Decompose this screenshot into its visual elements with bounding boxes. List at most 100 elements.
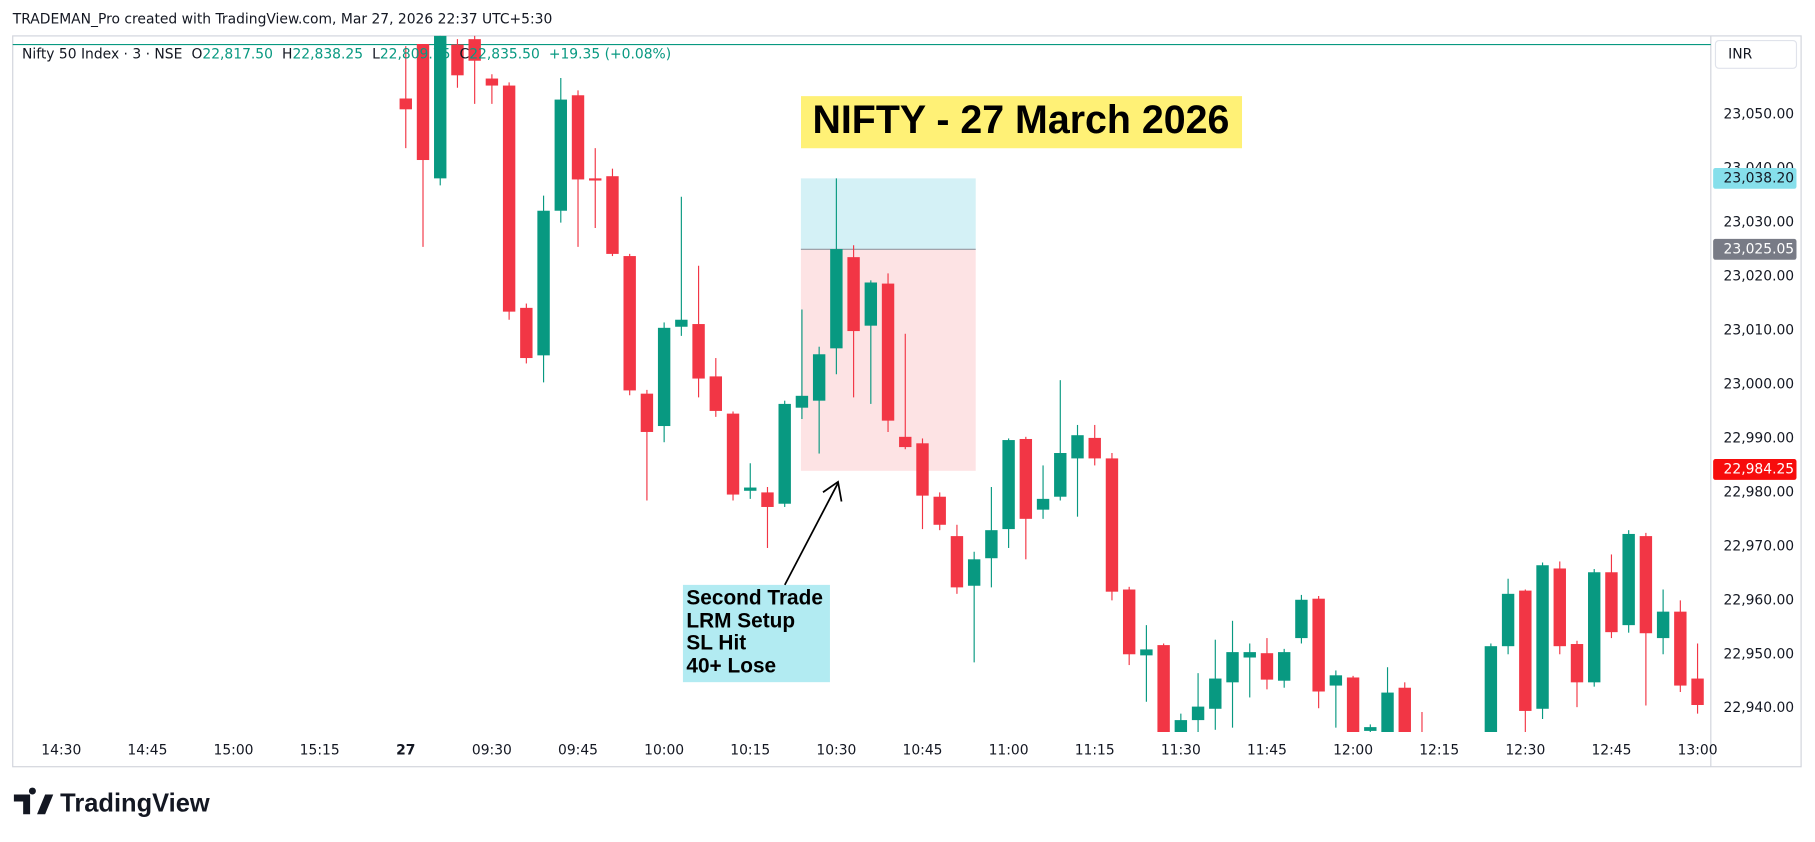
candle-body (1157, 645, 1170, 732)
x-tick-label: 12:30 (1505, 743, 1545, 759)
note-line: Second Trade (686, 586, 823, 609)
candle-body (1295, 599, 1308, 639)
candle-body (967, 559, 981, 586)
legend-label: O (191, 46, 202, 62)
candle-body (812, 354, 826, 401)
price-marker-label: 23,038.20 (1724, 170, 1795, 186)
price-marker (1713, 238, 1797, 260)
price-marker-label: 22,984.25 (1724, 461, 1795, 477)
price-marker-label: 23,025.05 (1724, 241, 1795, 257)
candle-body (1588, 572, 1601, 683)
x-tick-label: 11:15 (1075, 743, 1115, 759)
candle-body (1036, 498, 1050, 510)
price-marker (1713, 167, 1797, 189)
candle-body (1656, 611, 1670, 639)
candle-body (1191, 706, 1205, 721)
x-tick-label: 10:45 (902, 743, 942, 759)
candle-body (1484, 646, 1498, 732)
note-line: SL Hit (686, 631, 746, 654)
x-tick-label: 10:30 (816, 743, 856, 759)
candle-body (1553, 568, 1566, 647)
note-line: 40+ Lose (686, 655, 776, 678)
candle-body (434, 35, 447, 179)
candle-body (416, 44, 430, 161)
candle-body (606, 176, 619, 254)
y-tick-label: 22,940.00 (1724, 700, 1795, 716)
candle-body (399, 98, 412, 110)
candle-body (1071, 435, 1084, 459)
x-tick-label: 15:00 (214, 743, 254, 759)
candle-body (1519, 590, 1532, 711)
x-tick-label: 11:45 (1247, 743, 1287, 759)
candle-body (1346, 677, 1360, 732)
x-tick-label: 12:15 (1419, 743, 1459, 759)
logo-text: TradingView (60, 790, 210, 818)
candle-body (502, 85, 516, 312)
candle-body (744, 487, 757, 491)
candle-body (1088, 437, 1101, 459)
candle-body (950, 536, 964, 588)
legend-value: 22,835.50 (469, 46, 540, 62)
x-tick-label: 12:00 (1333, 743, 1373, 759)
legend-label: H (282, 46, 292, 62)
note-line: LRM Setup (686, 609, 795, 632)
candle-body (571, 95, 585, 180)
x-tick-label: 10:15 (730, 743, 770, 759)
x-tick-label: 12:45 (1591, 743, 1631, 759)
y-tick-label: 22,950.00 (1724, 646, 1795, 662)
legend: Nifty 50 Index · 3 · NSE O22,817.50 H22,… (22, 46, 671, 62)
candle-body (1002, 440, 1015, 530)
arrow (784, 482, 839, 586)
candle-body (916, 443, 929, 496)
candle-body (1140, 649, 1153, 656)
candle-body (537, 210, 550, 356)
logo-mark (13, 787, 54, 815)
candle-body (1639, 536, 1653, 634)
candle-body (1398, 687, 1411, 732)
candle-body (830, 249, 843, 349)
candle-body (761, 492, 774, 507)
title-box (801, 96, 1243, 149)
candle-body (899, 436, 912, 448)
x-tick-label: 13:00 (1678, 743, 1718, 759)
candle-body (795, 395, 809, 408)
candle-body (1691, 678, 1704, 705)
candle-body (1364, 727, 1377, 731)
y-tick-label: 22,970.00 (1724, 538, 1795, 554)
candle-body (623, 256, 636, 391)
candle-body (451, 44, 464, 76)
y-tick-label: 22,980.00 (1724, 484, 1795, 500)
candle-body (1674, 611, 1687, 686)
candle-body (778, 403, 791, 504)
x-tick-label: 11:30 (1161, 743, 1201, 759)
candle-body (1312, 598, 1325, 692)
candle-body (1122, 589, 1136, 655)
candle-body (1019, 438, 1033, 519)
credit: TRADEMAN_Pro created with TradingView.co… (12, 12, 553, 28)
y-tick-label: 22,990.00 (1724, 430, 1795, 446)
candle-body (1570, 644, 1584, 683)
x-tick-label: 11:00 (989, 743, 1029, 759)
legend-label: L (372, 46, 380, 62)
candle-body (485, 78, 499, 86)
chart-title: NIFTY - 27 March 2026 (812, 98, 1229, 142)
y-tick-label: 23,010.00 (1724, 323, 1795, 339)
candle-body (692, 324, 705, 379)
currency-box[interactable] (1714, 39, 1798, 69)
candle-body (468, 39, 481, 61)
x-tick-label: 14:30 (41, 743, 81, 759)
candle-body (589, 178, 602, 181)
x-tick-label: 09:30 (472, 743, 512, 759)
x-tick-label: 15:15 (300, 743, 340, 759)
legend-value: 22,817.50 (202, 46, 273, 62)
arrow-head (822, 480, 843, 502)
currency[interactable]: INR (1728, 46, 1752, 62)
candle-body (709, 376, 723, 411)
candle-body (1105, 458, 1119, 592)
target-zone (800, 178, 976, 250)
candle-body (847, 257, 860, 332)
y-tick-label: 22,960.00 (1724, 592, 1795, 608)
x-tick-label: 14:45 (127, 743, 167, 759)
candle-body (640, 393, 654, 432)
